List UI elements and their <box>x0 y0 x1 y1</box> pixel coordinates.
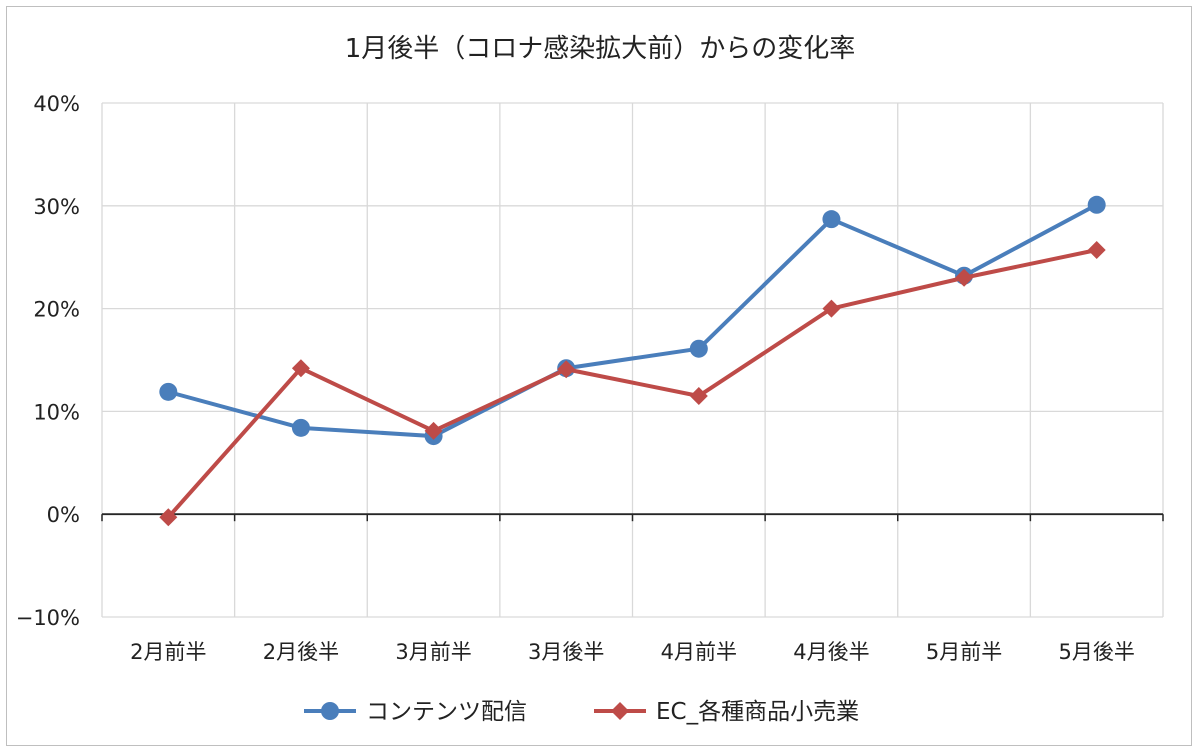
y-tick-label: −10% <box>16 606 80 630</box>
axes <box>101 513 1164 522</box>
data-point <box>424 421 443 440</box>
x-tick-labels: 2月前半 2月後半 3月前半 3月後半 4月前半 4月後半 5月前半 5月後半 <box>130 640 1135 664</box>
data-point <box>159 382 178 401</box>
series-line <box>166 248 1099 520</box>
data-point <box>159 508 178 527</box>
y-tick-label: 30% <box>33 195 80 219</box>
series-ec-retail <box>159 241 1106 527</box>
x-tick-label: 2月前半 <box>130 640 206 664</box>
y-tick-label: 10% <box>33 400 80 424</box>
legend: コンテンツ配信 EC_各種商品小売業 <box>304 699 859 725</box>
x-tick-label: 4月前半 <box>661 640 737 664</box>
data-point <box>822 210 841 229</box>
data-point <box>689 386 708 405</box>
series-content-distribution <box>159 195 1106 446</box>
y-tick-label: 40% <box>33 92 80 116</box>
y-tick-label: 0% <box>47 503 80 527</box>
legend-marker <box>321 702 339 720</box>
x-tick-label: 5月前半 <box>926 640 1002 664</box>
data-point <box>1087 241 1106 260</box>
data-point <box>955 268 974 287</box>
x-tick-label: 2月後半 <box>263 640 339 664</box>
x-tick-label: 3月前半 <box>395 640 471 664</box>
legend-item: EC_各種商品小売業 <box>594 699 859 725</box>
data-point <box>1087 195 1106 214</box>
x-tick-label: 3月後半 <box>528 640 604 664</box>
chart-title: 1月後半（コロナ感染拡大前）からの変化率 <box>345 34 856 64</box>
y-tick-label: 20% <box>33 298 80 322</box>
series <box>159 195 1106 527</box>
data-point <box>689 339 708 358</box>
legend-label: コンテンツ配信 <box>366 699 527 725</box>
data-point <box>822 299 841 318</box>
legend-marker <box>611 702 629 720</box>
x-tick-label: 5月後半 <box>1059 640 1135 664</box>
data-point <box>291 418 310 437</box>
y-tick-labels: −10% 0% 10% 20% 30% 40% <box>16 92 80 630</box>
x-tick-label: 4月後半 <box>793 640 869 664</box>
legend-label: EC_各種商品小売業 <box>656 699 859 725</box>
data-point <box>291 359 310 378</box>
data-point <box>557 360 576 379</box>
legend-item: コンテンツ配信 <box>304 699 527 725</box>
series-line <box>166 202 1099 439</box>
